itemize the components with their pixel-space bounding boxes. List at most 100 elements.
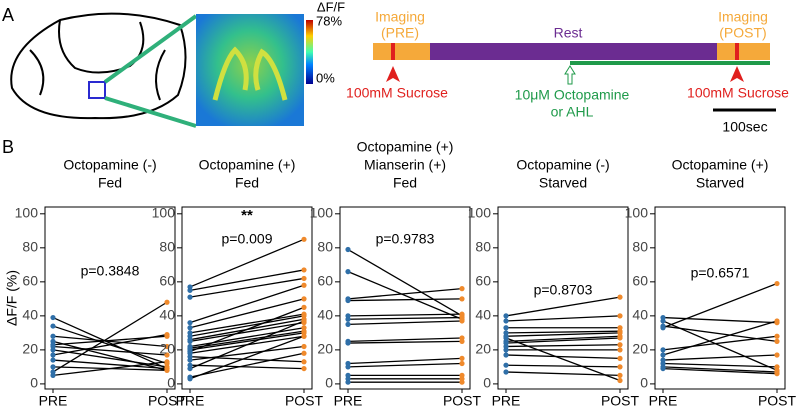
pair-line bbox=[505, 330, 621, 334]
chart-title: Octopamine (+) bbox=[199, 157, 296, 173]
x-tick-label: POST bbox=[601, 393, 640, 408]
imaging-post-bar bbox=[717, 43, 770, 60]
pair-line bbox=[189, 277, 305, 298]
pre-point bbox=[187, 376, 193, 382]
pre-point bbox=[187, 320, 193, 326]
pair-line bbox=[662, 320, 778, 356]
pre-point bbox=[503, 325, 509, 331]
colorbar bbox=[306, 20, 313, 84]
chart-title: Fed bbox=[235, 175, 259, 191]
y-tick-label: 40 bbox=[317, 307, 333, 323]
post-point bbox=[617, 335, 623, 341]
post-point bbox=[774, 280, 780, 287]
y-tick-label: 100 bbox=[625, 205, 649, 221]
pair-line bbox=[505, 337, 621, 344]
brain-outline bbox=[10, 12, 187, 120]
rest-label: Rest bbox=[554, 25, 583, 41]
pre-point bbox=[503, 347, 509, 353]
pair-line bbox=[189, 284, 305, 324]
post-point bbox=[459, 318, 465, 324]
y-tick-label: 80 bbox=[22, 239, 38, 255]
pair-line bbox=[347, 337, 463, 343]
post-point bbox=[301, 296, 307, 302]
pair-line bbox=[189, 335, 305, 380]
pre-point bbox=[187, 287, 193, 293]
pre-point bbox=[187, 365, 193, 372]
pair-line bbox=[347, 287, 463, 300]
p-value: p=0.3848 bbox=[81, 263, 140, 279]
pair-line bbox=[662, 354, 778, 361]
pre-point bbox=[50, 364, 56, 370]
pair-line bbox=[347, 340, 463, 344]
post-point bbox=[164, 367, 170, 373]
chart-title: Fed bbox=[98, 175, 122, 191]
pair-line bbox=[189, 269, 305, 291]
stim-mark bbox=[391, 43, 395, 60]
chart-title: Octopamine (-) bbox=[63, 157, 156, 173]
pair-line bbox=[52, 359, 168, 370]
pair-line bbox=[189, 320, 305, 370]
y-tick-label: 20 bbox=[475, 341, 491, 357]
pre-point bbox=[345, 340, 351, 346]
x-tick-label: PRE bbox=[334, 393, 363, 408]
post-point bbox=[301, 275, 307, 282]
pair-line bbox=[189, 327, 305, 348]
post-point bbox=[164, 299, 170, 305]
pair-line bbox=[505, 371, 621, 377]
pre-point bbox=[187, 294, 193, 300]
pair-line bbox=[347, 248, 463, 317]
y-tick-label: 80 bbox=[159, 239, 175, 255]
post-point bbox=[459, 338, 465, 344]
pre-point bbox=[50, 352, 56, 358]
y-tick-label: 0 bbox=[483, 375, 491, 391]
post-point bbox=[164, 352, 170, 358]
pair-line bbox=[505, 335, 621, 343]
post-point bbox=[164, 359, 170, 365]
pre-point bbox=[345, 316, 351, 322]
chart-title: Mianserin (+) bbox=[364, 157, 446, 173]
pre-point bbox=[503, 318, 509, 324]
y-tick-label: 100 bbox=[468, 205, 492, 221]
pair-line bbox=[189, 352, 305, 378]
pair-line bbox=[52, 333, 168, 356]
stim-label: 100mM Sucrose bbox=[346, 85, 448, 101]
y-tick-label: 20 bbox=[632, 341, 648, 357]
y-tick-label: 20 bbox=[317, 341, 333, 357]
y-tick-label: 40 bbox=[22, 307, 38, 323]
pair-line bbox=[347, 271, 463, 320]
zoom-lines bbox=[103, 14, 198, 128]
pair-line bbox=[662, 325, 778, 343]
chart-title: Fed bbox=[393, 175, 417, 191]
pair-line bbox=[662, 366, 778, 373]
y-tick-label: 80 bbox=[317, 239, 333, 255]
pair-line bbox=[347, 362, 463, 368]
post-point bbox=[459, 286, 465, 292]
post-point bbox=[301, 236, 307, 242]
p-value: p=0.6571 bbox=[691, 265, 750, 281]
stim-mark bbox=[735, 43, 739, 60]
pre-point bbox=[660, 347, 666, 353]
y-tick-label: 100 bbox=[310, 205, 334, 221]
y-tick-label: 100 bbox=[15, 205, 39, 221]
post-point bbox=[459, 355, 465, 361]
y-tick-label: 60 bbox=[159, 273, 175, 289]
pair-line bbox=[662, 335, 778, 351]
pair-line bbox=[505, 337, 621, 382]
chart-title: Starved bbox=[696, 175, 744, 191]
pair-line bbox=[52, 316, 168, 370]
pre-point bbox=[187, 325, 193, 331]
pre-point bbox=[345, 364, 351, 370]
pair-line bbox=[189, 315, 305, 337]
arrow bbox=[386, 66, 400, 82]
rest-bar bbox=[430, 43, 717, 60]
chart-title: Octopamine (+) bbox=[357, 139, 454, 155]
drug-label: 10μM Octopamine bbox=[515, 87, 630, 103]
pair-line bbox=[189, 332, 305, 351]
pre-point bbox=[503, 352, 509, 358]
pre-point bbox=[50, 333, 56, 339]
colorbar-title: ΔF/F bbox=[317, 0, 345, 14]
pair-line bbox=[662, 282, 778, 329]
chart-title: Octopamine (-) bbox=[516, 157, 609, 173]
chart-title: Starved bbox=[539, 175, 587, 191]
